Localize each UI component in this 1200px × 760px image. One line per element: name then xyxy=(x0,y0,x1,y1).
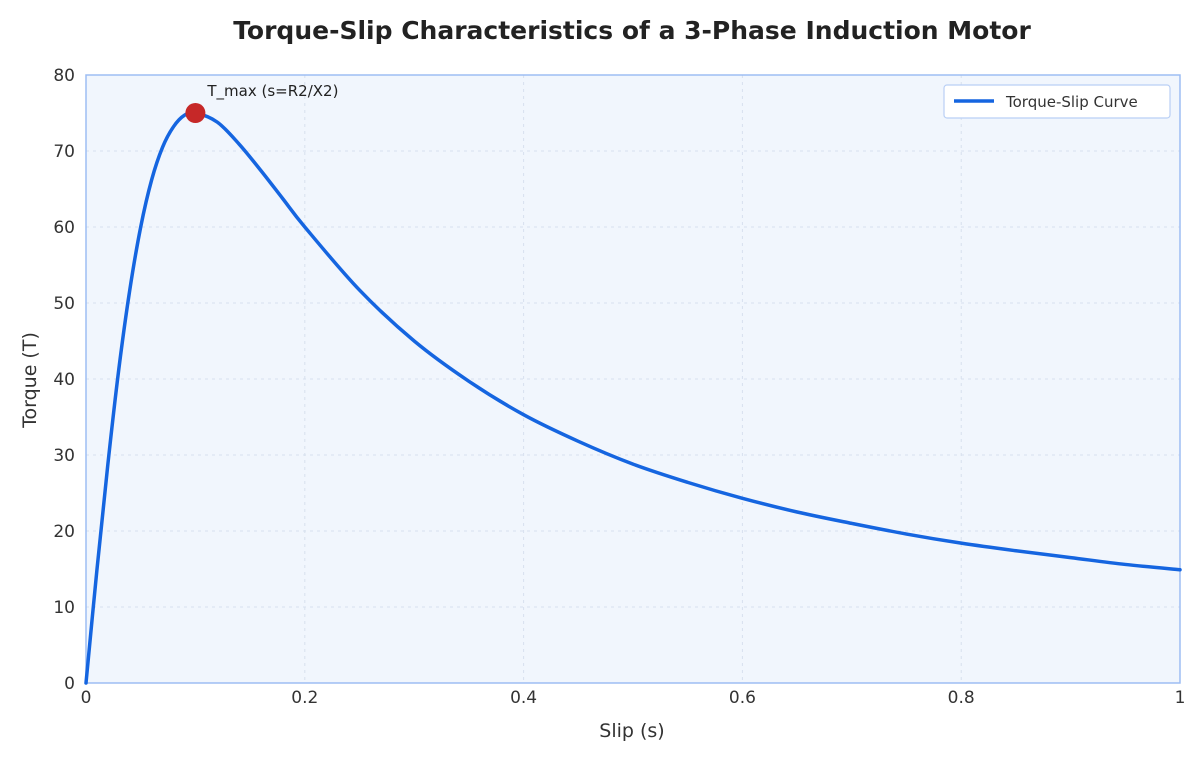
y-tick-label: 40 xyxy=(53,370,75,390)
x-tick-label: 0.6 xyxy=(729,688,756,708)
grid-lines xyxy=(86,75,1180,683)
x-axis-label: Slip (s) xyxy=(599,720,664,742)
chart-title: Torque-Slip Characteristics of a 3-Phase… xyxy=(233,16,1031,45)
x-tick-label: 0 xyxy=(81,688,92,708)
x-tick-label: 0.4 xyxy=(510,688,537,708)
y-tick-label: 0 xyxy=(64,674,75,694)
x-tick-label: 0.2 xyxy=(291,688,318,708)
annotations: T_max (s=R2/X2) xyxy=(185,82,338,123)
y-tick-label: 70 xyxy=(53,142,75,162)
series-line xyxy=(84,110,1182,685)
x-tick-labels: 0 0.2 0.4 0.6 0.8 1 xyxy=(81,688,1186,708)
y-tick-label: 30 xyxy=(53,446,75,466)
y-tick-label: 80 xyxy=(53,66,75,86)
legend: Torque-Slip Curve xyxy=(943,84,1171,119)
x-tick-label: 0.8 xyxy=(948,688,975,708)
legend-box xyxy=(943,84,1171,119)
plot-frame xyxy=(85,74,1181,684)
y-tick-label: 60 xyxy=(53,218,75,238)
y-tick-label: 50 xyxy=(53,294,75,314)
y-tick-label: 10 xyxy=(53,598,75,618)
y-tick-labels: 0 10 20 30 40 50 60 70 80 xyxy=(53,66,75,694)
tmax-marker xyxy=(185,103,206,123)
y-tick-label: 20 xyxy=(53,522,75,542)
y-axis-label: Torque (T) xyxy=(19,332,41,429)
tmax-annotation: T_max (s=R2/X2) xyxy=(206,82,338,101)
legend-label: Torque-Slip Curve xyxy=(1005,93,1138,111)
series-layer xyxy=(84,110,1182,685)
x-tick-label: 1 xyxy=(1175,688,1186,708)
